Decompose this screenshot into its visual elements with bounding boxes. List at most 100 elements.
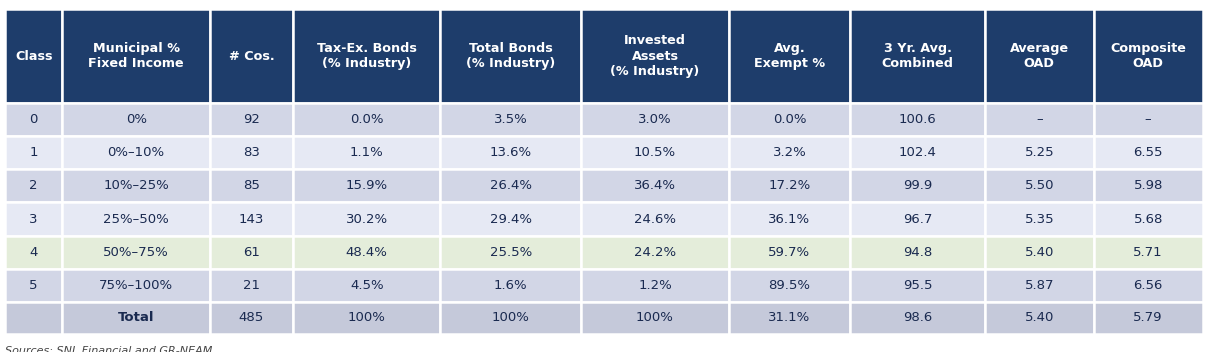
FancyBboxPatch shape bbox=[293, 269, 440, 302]
Text: 0%–10%: 0%–10% bbox=[107, 146, 165, 159]
FancyBboxPatch shape bbox=[1094, 169, 1203, 202]
FancyBboxPatch shape bbox=[63, 103, 210, 136]
Text: Total Bonds
(% Industry): Total Bonds (% Industry) bbox=[466, 42, 556, 70]
FancyBboxPatch shape bbox=[293, 10, 440, 103]
FancyBboxPatch shape bbox=[5, 302, 63, 334]
Text: 1: 1 bbox=[29, 146, 37, 159]
Text: 5.40: 5.40 bbox=[1024, 246, 1054, 259]
Text: 1.6%: 1.6% bbox=[494, 279, 528, 292]
FancyBboxPatch shape bbox=[851, 136, 984, 169]
Text: 143: 143 bbox=[239, 213, 264, 226]
Text: 3.5%: 3.5% bbox=[494, 113, 528, 126]
FancyBboxPatch shape bbox=[210, 169, 293, 202]
FancyBboxPatch shape bbox=[984, 103, 1094, 136]
Text: 5.50: 5.50 bbox=[1024, 179, 1054, 192]
FancyBboxPatch shape bbox=[210, 235, 293, 269]
Text: 0: 0 bbox=[29, 113, 37, 126]
FancyBboxPatch shape bbox=[440, 269, 581, 302]
FancyBboxPatch shape bbox=[729, 269, 851, 302]
Text: 61: 61 bbox=[243, 246, 260, 259]
FancyBboxPatch shape bbox=[5, 169, 63, 202]
FancyBboxPatch shape bbox=[984, 10, 1094, 103]
Text: Sources: SNL Financial and GR-NEAM: Sources: SNL Financial and GR-NEAM bbox=[5, 346, 212, 352]
Text: 3.2%: 3.2% bbox=[772, 146, 806, 159]
FancyBboxPatch shape bbox=[729, 302, 851, 334]
FancyBboxPatch shape bbox=[729, 235, 851, 269]
FancyBboxPatch shape bbox=[581, 103, 729, 136]
FancyBboxPatch shape bbox=[293, 169, 440, 202]
Text: 48.4%: 48.4% bbox=[346, 246, 388, 259]
FancyBboxPatch shape bbox=[851, 10, 984, 103]
FancyBboxPatch shape bbox=[5, 202, 63, 235]
Text: 75%–100%: 75%–100% bbox=[99, 279, 174, 292]
FancyBboxPatch shape bbox=[729, 169, 851, 202]
Text: 29.4%: 29.4% bbox=[489, 213, 531, 226]
FancyBboxPatch shape bbox=[293, 136, 440, 169]
FancyBboxPatch shape bbox=[210, 269, 293, 302]
Text: 0%: 0% bbox=[125, 113, 147, 126]
FancyBboxPatch shape bbox=[984, 235, 1094, 269]
Text: 36.4%: 36.4% bbox=[634, 179, 676, 192]
FancyBboxPatch shape bbox=[729, 10, 851, 103]
FancyBboxPatch shape bbox=[581, 202, 729, 235]
FancyBboxPatch shape bbox=[5, 10, 63, 103]
FancyBboxPatch shape bbox=[851, 202, 984, 235]
Text: Total: Total bbox=[118, 311, 154, 324]
Text: 89.5%: 89.5% bbox=[769, 279, 811, 292]
FancyBboxPatch shape bbox=[63, 136, 210, 169]
FancyBboxPatch shape bbox=[984, 169, 1094, 202]
Text: 3 Yr. Avg.
Combined: 3 Yr. Avg. Combined bbox=[882, 42, 953, 70]
Text: 100.6: 100.6 bbox=[899, 113, 936, 126]
Text: Composite
OAD: Composite OAD bbox=[1110, 42, 1186, 70]
FancyBboxPatch shape bbox=[1094, 269, 1203, 302]
FancyBboxPatch shape bbox=[851, 235, 984, 269]
FancyBboxPatch shape bbox=[210, 136, 293, 169]
FancyBboxPatch shape bbox=[984, 136, 1094, 169]
FancyBboxPatch shape bbox=[851, 302, 984, 334]
Text: 85: 85 bbox=[243, 179, 260, 192]
Text: 6.56: 6.56 bbox=[1134, 279, 1163, 292]
Text: 5.40: 5.40 bbox=[1024, 311, 1054, 324]
FancyBboxPatch shape bbox=[581, 235, 729, 269]
FancyBboxPatch shape bbox=[5, 235, 63, 269]
Text: 5.87: 5.87 bbox=[1024, 279, 1054, 292]
Text: Invested
Assets
(% Industry): Invested Assets (% Industry) bbox=[610, 34, 700, 78]
Text: 0.0%: 0.0% bbox=[349, 113, 383, 126]
Text: Class: Class bbox=[14, 50, 52, 63]
Text: 5.25: 5.25 bbox=[1024, 146, 1054, 159]
FancyBboxPatch shape bbox=[440, 302, 581, 334]
FancyBboxPatch shape bbox=[851, 169, 984, 202]
Text: 4.5%: 4.5% bbox=[349, 279, 383, 292]
Text: # Cos.: # Cos. bbox=[229, 50, 275, 63]
FancyBboxPatch shape bbox=[293, 202, 440, 235]
Text: 24.2%: 24.2% bbox=[634, 246, 676, 259]
FancyBboxPatch shape bbox=[210, 103, 293, 136]
Text: 5.98: 5.98 bbox=[1134, 179, 1163, 192]
Text: 0.0%: 0.0% bbox=[772, 113, 806, 126]
Text: 1.1%: 1.1% bbox=[349, 146, 383, 159]
Text: 31.1%: 31.1% bbox=[769, 311, 811, 324]
Text: –: – bbox=[1145, 113, 1152, 126]
FancyBboxPatch shape bbox=[210, 10, 293, 103]
Text: 94.8: 94.8 bbox=[903, 246, 933, 259]
FancyBboxPatch shape bbox=[1094, 235, 1203, 269]
FancyBboxPatch shape bbox=[210, 202, 293, 235]
FancyBboxPatch shape bbox=[1094, 202, 1203, 235]
Text: 10.5%: 10.5% bbox=[634, 146, 676, 159]
FancyBboxPatch shape bbox=[63, 269, 210, 302]
Text: Municipal %
Fixed Income: Municipal % Fixed Income bbox=[88, 42, 184, 70]
Text: 485: 485 bbox=[239, 311, 264, 324]
FancyBboxPatch shape bbox=[581, 302, 729, 334]
FancyBboxPatch shape bbox=[440, 136, 581, 169]
Text: 98.6: 98.6 bbox=[903, 311, 933, 324]
Text: Avg.
Exempt %: Avg. Exempt % bbox=[754, 42, 825, 70]
FancyBboxPatch shape bbox=[581, 169, 729, 202]
FancyBboxPatch shape bbox=[63, 10, 210, 103]
Text: 100%: 100% bbox=[636, 311, 674, 324]
FancyBboxPatch shape bbox=[984, 302, 1094, 334]
Text: 2: 2 bbox=[29, 179, 37, 192]
FancyBboxPatch shape bbox=[63, 302, 210, 334]
FancyBboxPatch shape bbox=[1094, 136, 1203, 169]
Text: 15.9%: 15.9% bbox=[346, 179, 388, 192]
Text: 4: 4 bbox=[29, 246, 37, 259]
